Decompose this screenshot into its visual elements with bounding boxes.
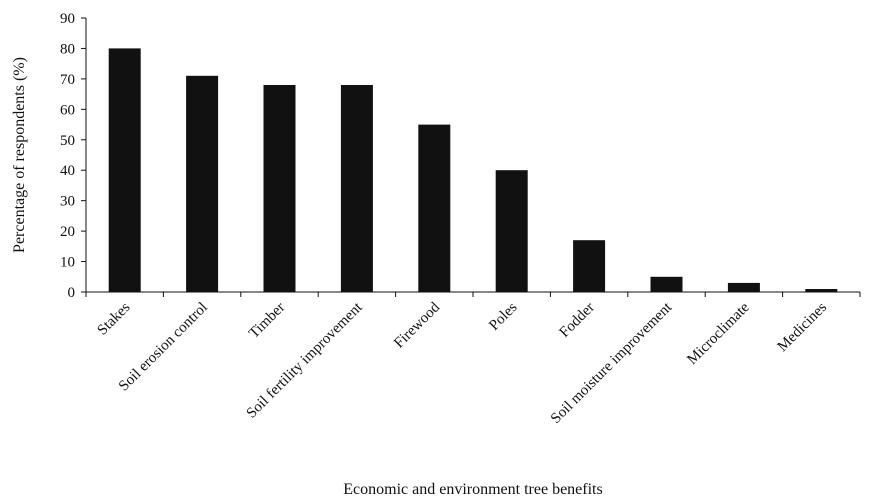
x-category-label: Medicines — [775, 299, 831, 355]
bar-soil-fertility-improvement — [340, 85, 373, 292]
x-category-label: Poles — [486, 299, 520, 333]
bar-firewood — [418, 124, 451, 292]
x-category-label: Microclimate — [684, 299, 753, 368]
y-tick-label: 30 — [60, 194, 75, 210]
y-tick-label: 20 — [60, 224, 75, 240]
bar-fodder — [573, 240, 606, 292]
y-tick-label: 10 — [60, 255, 75, 271]
bar-timber — [263, 85, 296, 292]
x-category-label: Fodder — [557, 300, 598, 341]
y-tick-label: 60 — [60, 102, 75, 118]
y-tick-label: 90 — [60, 11, 75, 27]
y-axis-title: Percentage of respondents (%) — [11, 57, 28, 253]
bar-microclimate — [727, 282, 760, 292]
y-axis: 0 10 20 30 40 50 60 70 80 90 — [60, 11, 87, 301]
bar-soil-moisture-improvement — [650, 276, 683, 292]
y-tick-label: 80 — [60, 41, 75, 57]
bar-medicines — [805, 289, 838, 292]
x-category-label: Stakes — [95, 299, 134, 338]
y-tick-label: 40 — [60, 163, 75, 179]
bars-group — [108, 48, 838, 293]
y-tick-label: 70 — [60, 72, 75, 88]
y-tick-label: 0 — [68, 285, 76, 301]
x-category-label: Timber — [246, 300, 288, 342]
bar-stakes — [108, 48, 141, 293]
x-category-label: Firewood — [391, 299, 443, 351]
x-axis-title: Economic and environment tree benefits — [343, 481, 602, 498]
y-tick-label: 50 — [60, 133, 75, 149]
bar-soil-erosion-control — [186, 75, 219, 292]
bar-poles — [495, 170, 528, 292]
